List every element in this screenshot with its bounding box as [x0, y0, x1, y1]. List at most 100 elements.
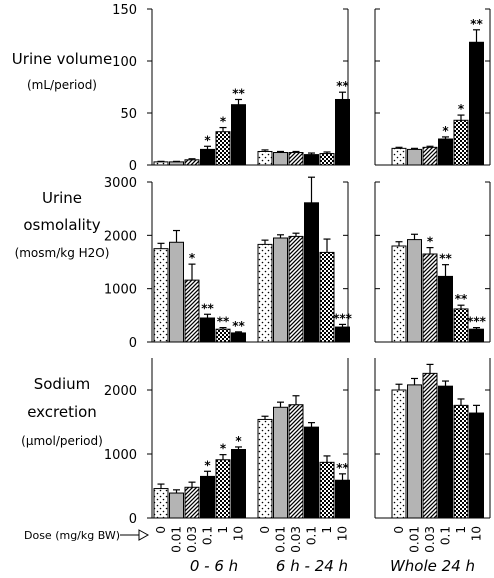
bar — [153, 161, 169, 166]
bar — [453, 119, 469, 166]
period-label: 6 h - 24 h — [276, 557, 348, 575]
y-tick-label: 0 — [129, 512, 137, 527]
dose-tick-label: 0.01 — [408, 526, 422, 553]
bar — [304, 154, 319, 166]
dose-tick-label: 0.01 — [274, 526, 288, 553]
dose-tick-label: 10 — [470, 526, 484, 541]
dose-tick-label: 0.1 — [201, 526, 215, 545]
bar — [257, 150, 273, 166]
bar — [319, 251, 335, 343]
dose-tick-label: 1 — [454, 526, 468, 534]
y-tick-label: 1000 — [104, 283, 137, 298]
bar — [169, 241, 184, 343]
bar — [200, 475, 215, 519]
bar — [453, 308, 469, 343]
dose-tick-label: 0.1 — [305, 526, 319, 545]
bar — [422, 146, 438, 166]
bar — [273, 406, 288, 519]
bar — [319, 461, 335, 519]
significance-marker: * — [189, 251, 196, 265]
significance-marker: ** — [470, 17, 483, 31]
row-label: Urine — [42, 189, 82, 207]
bar — [169, 161, 184, 166]
bar — [391, 245, 407, 343]
dose-tick-label: 0 — [392, 526, 406, 534]
significance-marker: ** — [336, 79, 349, 93]
significance-marker: ** — [201, 301, 214, 315]
row-label: Urine volume — [12, 50, 112, 68]
row-label: (mL/period) — [27, 78, 97, 92]
row-label: osmolality — [23, 216, 100, 234]
bar — [257, 243, 273, 343]
bar — [407, 239, 422, 343]
y-tick-label: 100 — [112, 55, 137, 70]
significance-marker: ** — [439, 252, 452, 266]
bar — [288, 152, 304, 166]
bar — [273, 237, 288, 343]
bar — [304, 202, 319, 343]
bar — [288, 235, 304, 343]
dose-tick-label: 0.03 — [289, 526, 303, 553]
bar — [391, 147, 407, 166]
bar — [319, 153, 335, 166]
bar — [215, 459, 231, 519]
bar — [407, 148, 422, 166]
bar — [184, 159, 200, 166]
bar — [257, 418, 273, 519]
y-tick-label: 3000 — [104, 176, 137, 191]
y-tick-label: 150 — [112, 3, 137, 18]
significance-marker: *** — [333, 311, 353, 325]
dose-tick-label: 0 — [154, 526, 168, 534]
period-label: Whole 24 h — [390, 557, 475, 575]
bar — [469, 41, 484, 166]
bar — [169, 492, 184, 519]
significance-marker: * — [458, 102, 465, 116]
significance-marker: ** — [232, 86, 245, 100]
bar — [469, 412, 484, 519]
bar — [184, 279, 200, 343]
dose-tick-label: 1 — [320, 526, 334, 534]
y-tick-label: 0 — [129, 159, 137, 174]
dose-axis-label: Dose (mg/kg BW) — [24, 529, 120, 542]
y-tick-label: 1000 — [104, 448, 137, 463]
row-label: Sodium — [34, 375, 91, 393]
bar — [453, 404, 469, 519]
bar — [438, 275, 453, 343]
dose-tick-label: 10 — [232, 526, 246, 541]
bar — [153, 248, 169, 343]
bar — [231, 104, 246, 166]
y-tick-label: 50 — [120, 107, 137, 122]
dose-tick-label: 1 — [216, 526, 230, 534]
bar — [200, 317, 215, 343]
dose-tick-label: 0.03 — [185, 526, 199, 553]
significance-marker: *** — [467, 315, 487, 329]
dose-tick-label: 0.1 — [439, 526, 453, 545]
significance-marker: * — [220, 115, 227, 129]
bar — [469, 328, 484, 343]
y-tick-label: 2000 — [104, 229, 137, 244]
bar — [422, 372, 438, 519]
significance-marker: ** — [232, 319, 245, 333]
bar — [215, 328, 231, 343]
bar — [335, 98, 350, 166]
bar — [273, 152, 288, 166]
dose-tick-label: 10 — [336, 526, 350, 541]
dose-tick-label: 0.01 — [170, 526, 184, 553]
y-tick-label: 2000 — [104, 384, 137, 399]
bar — [438, 138, 453, 166]
bar — [304, 426, 319, 519]
bar — [184, 486, 200, 519]
bar — [335, 326, 350, 343]
bar — [407, 384, 422, 519]
bar — [422, 253, 438, 343]
y-tick-label: 0 — [129, 336, 137, 351]
bar — [200, 148, 215, 166]
significance-marker: * — [204, 458, 211, 472]
row-label: (mosm/kg H2O) — [15, 246, 110, 260]
significance-marker: ** — [217, 315, 230, 329]
plot-area: Urine volume(mL/period)050100150********… — [12, 3, 491, 575]
bar — [215, 131, 231, 166]
dose-tick-label: 0.03 — [423, 526, 437, 553]
bar — [231, 449, 246, 519]
